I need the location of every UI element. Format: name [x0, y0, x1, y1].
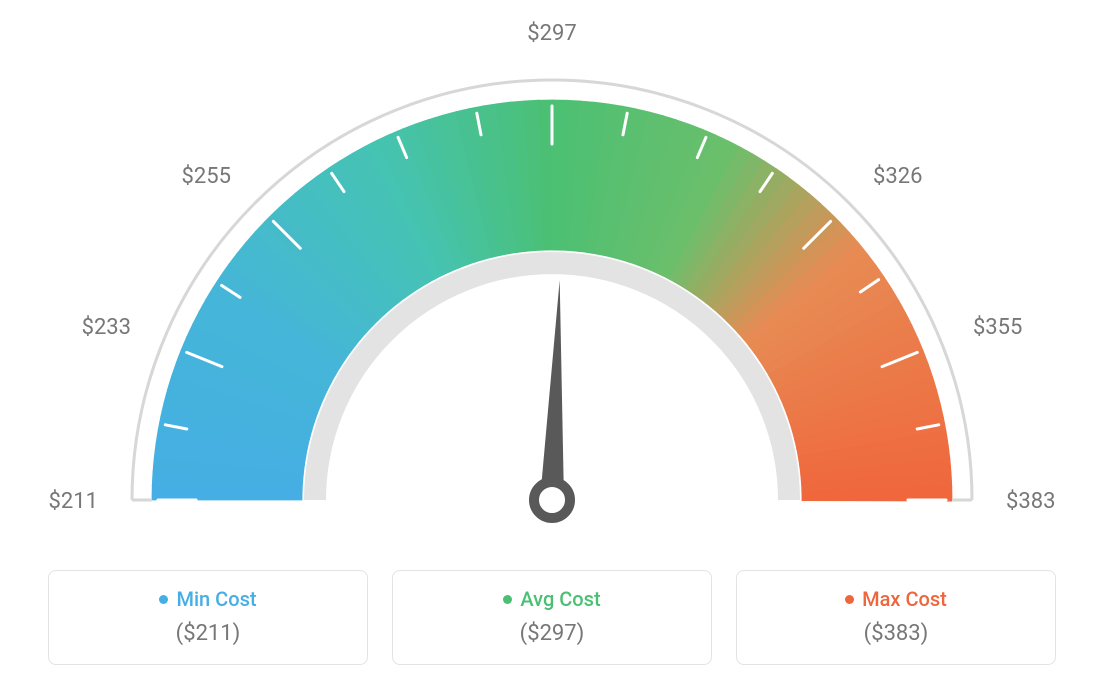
- max-cost-label-row: Max Cost: [845, 587, 947, 611]
- min-cost-label: Min Cost: [176, 587, 256, 611]
- tick-label: $297: [527, 21, 576, 46]
- avg-cost-label-row: Avg Cost: [503, 587, 600, 611]
- tick-label: $383: [1006, 489, 1055, 514]
- gauge-area: $211 $233 $255 $297 $326 $355 $383: [0, 0, 1104, 560]
- avg-dot-icon: [503, 595, 512, 604]
- tick-label: $326: [873, 164, 922, 189]
- legend-cards: Min Cost ($211) Avg Cost ($297) Max Cost…: [0, 560, 1104, 665]
- max-dot-icon: [845, 595, 854, 604]
- max-cost-label: Max Cost: [862, 587, 947, 611]
- min-cost-label-row: Min Cost: [159, 587, 256, 611]
- needle-hub: [534, 482, 570, 518]
- tick-label: $211: [49, 489, 98, 514]
- tick-label: $255: [182, 164, 231, 189]
- chart-container: $211 $233 $255 $297 $326 $355 $383 Min Cost ($…: [0, 0, 1104, 690]
- needle: [540, 280, 564, 500]
- min-cost-card: Min Cost ($211): [48, 570, 368, 665]
- gauge-svg: $211 $233 $255 $297 $326 $355 $383: [0, 0, 1104, 560]
- max-cost-card: Max Cost ($383): [736, 570, 1056, 665]
- avg-cost-value: ($297): [413, 621, 691, 646]
- avg-cost-card: Avg Cost ($297): [392, 570, 712, 665]
- min-cost-value: ($211): [69, 621, 347, 646]
- tick-label: $233: [82, 315, 131, 340]
- min-dot-icon: [159, 595, 168, 604]
- tick-label: $355: [973, 315, 1022, 340]
- max-cost-value: ($383): [757, 621, 1035, 646]
- avg-cost-label: Avg Cost: [520, 587, 600, 611]
